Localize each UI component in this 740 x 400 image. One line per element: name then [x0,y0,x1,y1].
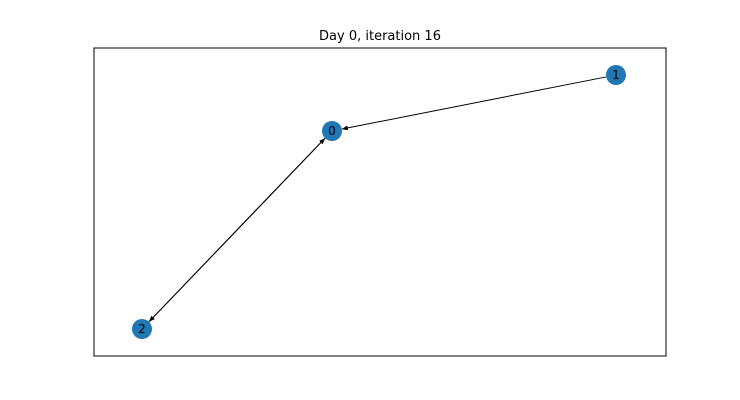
plot-frame [93,47,667,357]
node-0: 0 [322,121,342,141]
edge-1-to-0 [341,76,607,131]
node-label-0: 0 [328,124,336,138]
node-1: 1 [606,65,626,85]
edge-0-to-2 [148,137,326,323]
nodes-layer: 0 1 2 [132,65,626,339]
node-label-2: 2 [138,322,146,336]
node-label-1: 1 [612,68,620,82]
chart-title: Day 0, iteration 16 [319,29,441,44]
node-circle-0 [322,121,342,141]
node-circle-2 [132,319,152,339]
node-2: 2 [132,319,152,339]
node-circle-1 [606,65,626,85]
edges-layer [148,76,607,323]
